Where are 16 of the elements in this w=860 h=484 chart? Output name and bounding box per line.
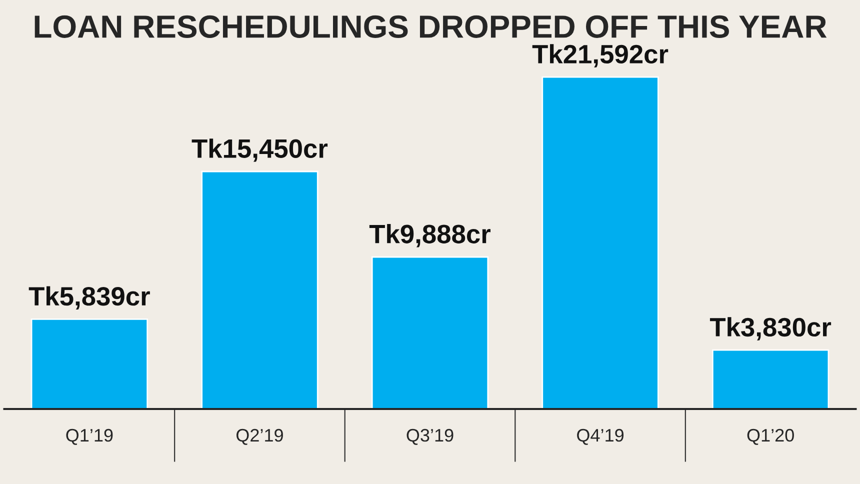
data-label: Tk15,450cr xyxy=(192,138,328,162)
x-tick-label: Q4’19 xyxy=(577,428,624,445)
bar xyxy=(712,349,830,409)
bar xyxy=(201,170,318,409)
data-label: Tk5,839cr xyxy=(28,286,150,310)
data-label: Tk3,830cr xyxy=(710,317,832,340)
x-tick-label: Q2’19 xyxy=(236,428,283,445)
chart-title: LOAN RESCHEDULINGS DROPPED OFF THIS YEAR xyxy=(34,15,827,38)
x-tick-label: Q1’19 xyxy=(66,428,113,445)
data-label: Tk9,888cr xyxy=(369,224,490,248)
x-tick-label: Q1’20 xyxy=(747,428,794,445)
x-tick-label: Q3’19 xyxy=(406,428,454,445)
bar xyxy=(30,318,148,409)
data-label: Tk21,592cr xyxy=(532,44,668,68)
bar xyxy=(542,76,659,409)
bar xyxy=(371,256,489,409)
